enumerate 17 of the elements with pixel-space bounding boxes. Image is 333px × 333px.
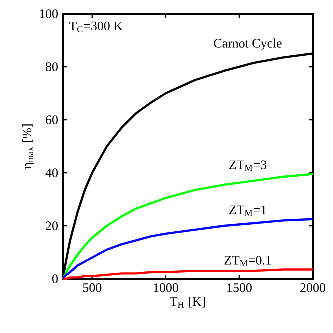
y-tick-label: 60: [46, 116, 58, 124]
x-tick-label: 2000: [300, 284, 326, 292]
y-tick-label: 80: [46, 62, 58, 72]
series-label: ZT$_{M}$=1: [230, 206, 266, 216]
x-tick-label: 1500: [228, 284, 252, 292]
series-label: ZT$_{M}$=3: [230, 160, 267, 172]
series-label: Carnot Cycle: [214, 38, 282, 51]
y-tick-label: 40: [46, 168, 58, 178]
y-axis-title: η$_{max}$ [%]: [22, 124, 34, 170]
y-tick-label: 0: [52, 274, 58, 284]
annotation: T$_{C}$=300 K: [69, 22, 123, 32]
y-tick-label: 20: [46, 222, 58, 230]
series-label: ZT$_{M}$=0.1: [224, 256, 272, 267]
y-tick-label: 100: [40, 10, 58, 18]
x-axis-title: T$_{H}$ [K]: [170, 297, 206, 308]
x-tick-label: 500: [83, 284, 102, 292]
x-tick-label: 1000: [154, 284, 178, 292]
